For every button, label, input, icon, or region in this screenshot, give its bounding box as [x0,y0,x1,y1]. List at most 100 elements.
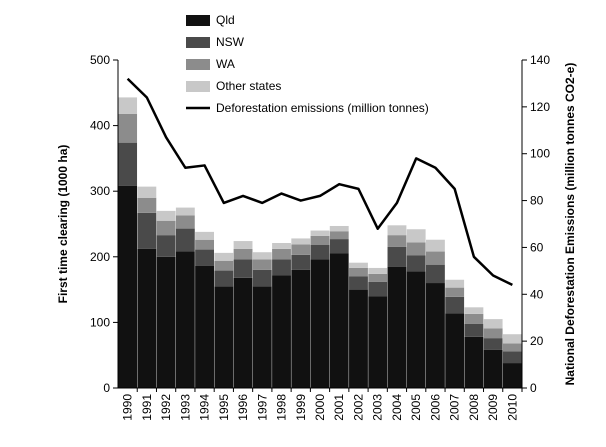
bar-nsw-2000 [310,244,330,260]
x-tick-label-2003: 2003 [371,394,385,421]
y2-tick-label-20: 20 [530,334,544,348]
bar-nsw-1999 [291,254,311,270]
y2-tick-label-100: 100 [530,147,550,161]
x-tick-label-2002: 2002 [351,394,365,421]
x-tick-label-1991: 1991 [140,394,154,421]
y2-tick-label-80: 80 [530,194,544,208]
y2-tick-label-40: 40 [530,287,544,301]
bar-other-states-1997 [252,252,272,260]
axes: 0 100 200 300 400 500 0 20 40 60 80 100 120 140 1990 19… [90,53,550,421]
bar-nsw-2005 [406,255,426,272]
stacked-bars [118,97,522,388]
bar-nsw-1998 [272,259,291,276]
bar-nsw-1996 [233,259,253,278]
legend-label-wa: WA [216,57,235,71]
y-tick-label-0: 0 [103,381,110,395]
bar-other-states-2007 [445,279,465,288]
bar-qld-2010 [502,363,522,388]
y-tick-label-200: 200 [90,250,110,264]
bar-nsw-1990 [118,142,138,186]
bar-nsw-2001 [329,239,349,254]
y2-tick-label-0: 0 [530,381,537,395]
bar-qld-1994 [195,265,214,388]
bar-other-states-2003 [368,267,388,274]
bar-wa-2000 [310,235,330,245]
bar-wa-2007 [445,287,465,297]
y-tick-label-400: 400 [90,119,110,133]
legend-label-nsw: NSW [216,35,245,49]
x-tick-label-1993: 1993 [178,394,192,421]
bar-other-states-1995 [214,252,234,261]
bar-other-states-1996 [233,241,253,249]
x-tick-label-2006: 2006 [428,394,442,421]
bar-wa-2002 [349,267,368,277]
bar-nsw-1995 [214,270,234,287]
bar-qld-1999 [291,269,311,388]
x-tick-label-2007: 2007 [448,394,462,421]
bar-wa-2005 [406,242,426,256]
bar-other-states-2005 [406,229,426,243]
y2-tick-label-60: 60 [530,240,544,254]
legend-swatch-nsw [186,37,210,48]
bar-qld-1998 [272,275,291,388]
bar-wa-1991 [137,197,157,213]
bar-nsw-2003 [368,281,388,297]
bar-other-states-2006 [426,239,445,252]
bar-qld-2007 [445,313,465,388]
bar-nsw-2008 [464,323,484,337]
x-tick-label-2009: 2009 [486,394,500,421]
x-tick-label-1990: 1990 [121,394,135,421]
bar-qld-2006 [426,283,445,388]
bar-wa-2004 [387,235,407,247]
x-tick-label-2008: 2008 [467,394,481,421]
bar-wa-2009 [483,328,503,339]
bar-wa-2006 [426,251,445,265]
bar-qld-1997 [252,286,272,388]
bar-nsw-2002 [349,276,368,290]
bar-qld-2004 [387,266,407,388]
x-tick-label-2001: 2001 [332,394,346,421]
bar-nsw-2006 [426,264,445,284]
x-tick-label-2010: 2010 [505,394,519,421]
bar-nsw-2009 [483,338,503,350]
bar-qld-2003 [368,296,388,388]
x-tick-label-1999: 1999 [294,394,308,421]
bar-wa-1995 [214,260,234,271]
bar-other-states-2008 [464,307,484,314]
bar-nsw-1993 [175,228,195,252]
bar-nsw-1992 [156,235,176,257]
bar-other-states-1990 [118,97,138,114]
bar-other-states-2009 [483,319,503,329]
bar-wa-1994 [195,239,214,250]
bar-other-states-1998 [272,243,291,249]
bar-other-states-1994 [195,231,214,240]
bar-wa-2001 [329,231,349,240]
y2-tick-label-120: 120 [530,100,550,114]
x-tick-label-1998: 1998 [275,394,289,421]
bar-wa-1997 [252,259,272,270]
bar-qld-1995 [214,286,234,388]
y-axis-title: First time clearing (1000 ha) [56,145,70,304]
bar-other-states-2010 [502,334,522,344]
emissions-line-layer [126,77,513,287]
legend-label-qld: Qld [216,13,235,27]
bar-nsw-2004 [387,246,407,267]
bar-other-states-1999 [291,238,311,245]
y-tick-label-500: 500 [90,53,110,67]
bar-wa-1996 [233,248,253,260]
bar-other-states-1993 [175,207,195,216]
bar-qld-1993 [175,251,195,388]
bar-wa-2008 [464,313,484,324]
x-tick-label-1995: 1995 [217,394,231,421]
x-tick-label-2004: 2004 [390,394,404,421]
bar-qld-1991 [137,248,157,388]
bar-qld-1990 [118,185,138,388]
bar-nsw-1994 [195,249,214,266]
bar-other-states-2000 [310,230,330,236]
bar-nsw-1997 [252,269,272,287]
bar-other-states-2001 [329,225,349,232]
x-tick-label-1992: 1992 [159,394,173,421]
legend-swatch-wa [186,59,210,70]
bar-other-states-2002 [349,262,368,268]
